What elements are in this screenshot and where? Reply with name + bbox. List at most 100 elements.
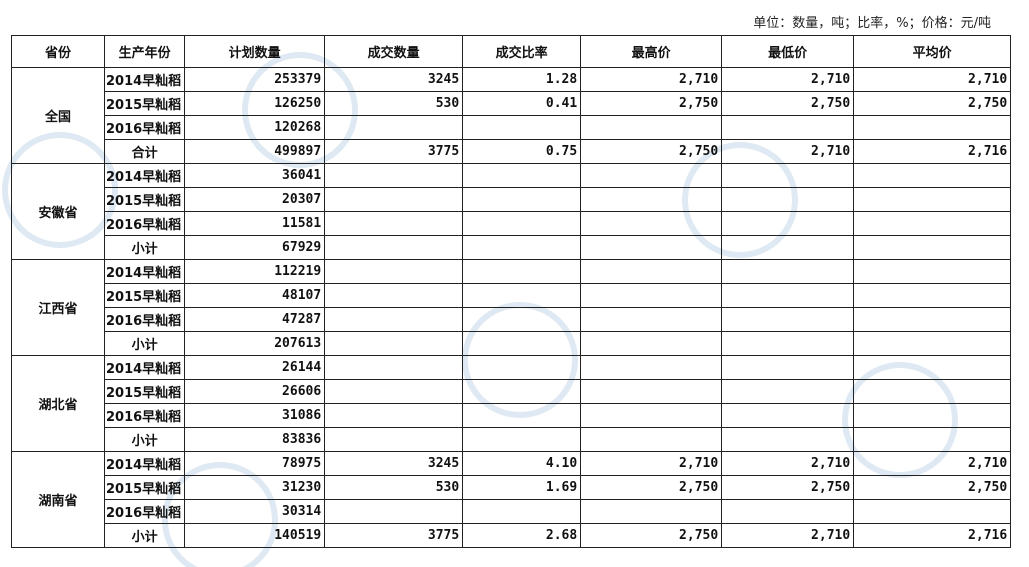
avg-price-cell: [853, 355, 1012, 380]
col-header-high-price: 最高价: [580, 35, 723, 68]
table-row: 2016早籼稻 47287: [12, 307, 1012, 332]
high-price-cell: 2,710: [580, 67, 723, 92]
low-price-cell: [721, 235, 855, 260]
deal-qty-cell: [324, 403, 464, 428]
year-cell: 2015早籼稻: [103, 187, 186, 212]
deal-ratio-cell: [462, 163, 582, 188]
table-row: 2015早籼稻 31230 530 1.69 2,750 2,750 2,750: [12, 475, 1012, 500]
plan-qty-cell: 26606: [184, 379, 326, 404]
low-price-cell: 2,710: [721, 139, 855, 164]
avg-price-cell: [853, 283, 1012, 308]
low-price-cell: [721, 355, 855, 380]
deal-qty-cell: 3775: [324, 139, 464, 164]
deal-ratio-cell: 0.75: [462, 139, 582, 164]
year-cell: 2014早籼稻: [103, 163, 186, 188]
plan-qty-cell: 30314: [184, 499, 326, 524]
high-price-cell: [580, 307, 723, 332]
year-cell: 2014早籼稻: [103, 67, 186, 92]
high-price-cell: [580, 355, 723, 380]
deal-qty-cell: [324, 187, 464, 212]
plan-qty-cell: 26144: [184, 355, 326, 380]
col-header-plan-qty: 计划数量: [184, 35, 326, 68]
low-price-cell: [721, 259, 855, 284]
province-cell: 全国: [11, 67, 105, 164]
year-cell: 小计: [103, 331, 186, 356]
year-cell: 2016早籼稻: [103, 211, 186, 236]
deal-ratio-cell: [462, 499, 582, 524]
avg-price-cell: 2,750: [853, 475, 1012, 500]
high-price-cell: [580, 235, 723, 260]
low-price-cell: 2,750: [721, 91, 855, 116]
province-cell: 江西省: [11, 259, 105, 356]
deal-ratio-cell: 4.10: [462, 451, 582, 476]
avg-price-cell: [853, 307, 1012, 332]
deal-ratio-cell: [462, 355, 582, 380]
avg-price-cell: [853, 379, 1012, 404]
plan-qty-cell: 207613: [184, 331, 326, 356]
high-price-cell: [580, 259, 723, 284]
low-price-cell: [721, 379, 855, 404]
deal-qty-cell: 3245: [324, 451, 464, 476]
plan-qty-cell: 126250: [184, 91, 326, 116]
table-row: 2016早籼稻 11581: [12, 211, 1012, 236]
plan-qty-cell: 499897: [184, 139, 326, 164]
deal-qty-cell: [324, 379, 464, 404]
high-price-cell: [580, 379, 723, 404]
plan-qty-cell: 47287: [184, 307, 326, 332]
deal-qty-cell: 530: [324, 475, 464, 500]
high-price-cell: 2,750: [580, 139, 723, 164]
year-cell: 2014早籼稻: [103, 451, 186, 476]
table-row: 2016早籼稻 31086: [12, 403, 1012, 428]
avg-price-cell: [853, 427, 1012, 452]
plan-qty-cell: 253379: [184, 67, 326, 92]
plan-qty-cell: 120268: [184, 115, 326, 140]
high-price-cell: [580, 163, 723, 188]
plan-qty-cell: 20307: [184, 187, 326, 212]
year-cell: 2016早籼稻: [103, 307, 186, 332]
deal-qty-cell: [324, 427, 464, 452]
deal-qty-cell: [324, 355, 464, 380]
province-cell: 湖北省: [11, 355, 105, 452]
year-cell: 2016早籼稻: [103, 115, 186, 140]
deal-qty-cell: [324, 307, 464, 332]
grain-auction-table: 省份 生产年份 计划数量 成交数量 成交比率 最高价 最低价 平均价 全国 2014早籼稻 253…: [11, 35, 1012, 548]
low-price-cell: 2,710: [721, 523, 855, 548]
table-row: 小计 83836: [12, 427, 1012, 452]
deal-ratio-cell: [462, 331, 582, 356]
low-price-cell: [721, 283, 855, 308]
table-row: 湖南省 2014早籼稻 78975 3245 4.10 2,710 2,710 2,710: [11, 451, 1012, 548]
year-cell: 合计: [103, 139, 186, 164]
high-price-cell: [580, 403, 723, 428]
avg-price-cell: [853, 211, 1012, 236]
avg-price-cell: [853, 187, 1012, 212]
year-cell: 2014早籼稻: [103, 259, 186, 284]
header-row: 省份 生产年份 计划数量 成交数量 成交比率 最高价 最低价 平均价: [11, 35, 1012, 68]
avg-price-cell: 2,710: [853, 451, 1012, 476]
deal-ratio-cell: [462, 115, 582, 140]
plan-qty-cell: 78975: [184, 451, 326, 476]
high-price-cell: [580, 331, 723, 356]
plan-qty-cell: 36041: [184, 163, 326, 188]
plan-qty-cell: 48107: [184, 283, 326, 308]
low-price-cell: [721, 187, 855, 212]
table-row: 小计 207613: [12, 331, 1012, 356]
table-row: 2015早籼稻 48107: [12, 283, 1012, 308]
low-price-cell: [721, 331, 855, 356]
deal-ratio-cell: [462, 187, 582, 212]
year-cell: 2016早籼稻: [103, 499, 186, 524]
low-price-cell: [721, 307, 855, 332]
table-row: 湖北省 2014早籼稻 26144: [11, 355, 1012, 452]
high-price-cell: 2,750: [580, 523, 723, 548]
deal-ratio-cell: 1.28: [462, 67, 582, 92]
low-price-cell: 2,710: [721, 67, 855, 92]
deal-ratio-cell: [462, 403, 582, 428]
unit-note: 单位：数量，吨；比率，%；价格：元/吨: [753, 16, 991, 31]
high-price-cell: 2,750: [580, 475, 723, 500]
col-header-deal-ratio: 成交比率: [462, 35, 582, 68]
deal-qty-cell: 3775: [324, 523, 464, 548]
avg-price-cell: [853, 499, 1012, 524]
table-row: 江西省 2014早籼稻 112219: [11, 259, 1012, 356]
avg-price-cell: [853, 235, 1012, 260]
table-row: 全国 2014早籼稻 253379 3245 1.28 2,710 2,710 2,710: [11, 67, 1012, 164]
province-cell: 安徽省: [11, 163, 105, 260]
